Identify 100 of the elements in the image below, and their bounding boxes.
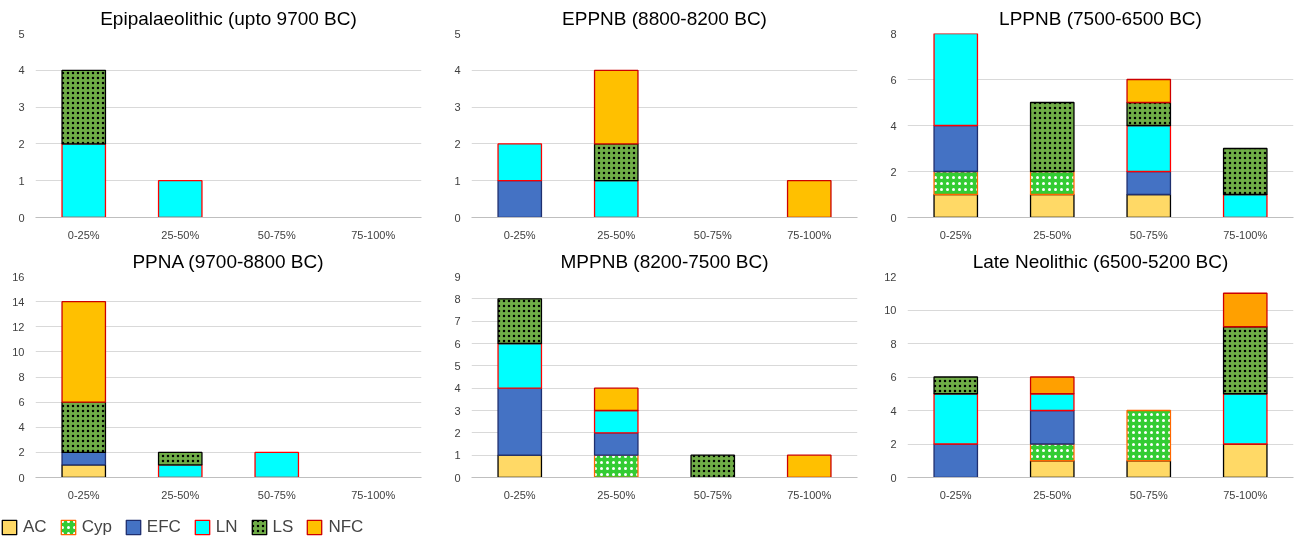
bar [593,387,639,412]
x-tick-label: 0-25% [67,488,100,501]
x-tick-label: 75-100% [787,228,832,241]
legend-label: LS [272,517,294,537]
chart-title: PPNA (9700-8800 BC) [132,250,324,272]
x-tick-label: 50-75% [693,488,732,501]
legend-label: LN [215,517,238,537]
y-tick-label: 1 [454,449,461,462]
bar [933,393,979,445]
bar [593,409,639,434]
x-tick-label: 25-50% [597,488,636,501]
x-tick-label: 0-25% [939,488,972,501]
x-tick-label: 25-50% [597,228,636,241]
legend-label: Cyp [81,517,112,537]
y-tick-label: 0 [454,211,461,224]
x-tick-label: 50-75% [693,228,732,241]
y-tick-label: 5 [454,359,461,372]
bar [593,69,639,145]
y-tick-label: 0 [454,471,461,484]
x-tick-label: 25-50% [161,488,200,501]
bar [1126,170,1172,196]
y-tick-label: 8 [454,292,461,305]
bar [1222,292,1268,328]
bar [254,451,300,478]
y-tick-label: 2 [454,137,461,150]
bar [1029,193,1075,218]
x-tick-label: 25-50% [161,228,200,241]
bar [497,180,543,218]
x-tick-label: 75-100% [1223,228,1268,241]
bar [1126,78,1172,104]
y-tick-label: 12 [884,270,897,283]
y-tick-label: 16 [12,270,25,283]
chart-title: EPPNB (8800-8200 BC) [562,7,767,29]
y-tick-label: 2 [18,446,25,459]
chart-title: MPPNB (8200-7500 BC) [560,250,769,272]
bar [933,193,979,218]
bar [497,342,543,389]
x-tick-label: 0-25% [503,488,536,501]
x-tick-label: 0-25% [939,228,972,241]
y-tick-label: 0 [890,211,897,224]
bar [1222,393,1268,445]
y-tick-label: 3 [454,404,461,417]
x-tick-label: 75-100% [787,488,832,501]
bar [61,143,107,218]
bar [933,124,979,173]
bar [786,180,832,218]
bar [786,454,832,478]
y-tick-label: 8 [890,337,897,350]
legend-label: EFC [146,517,181,537]
bar [61,451,107,466]
x-tick-label: 50-75% [257,228,296,241]
bar [1029,409,1075,445]
x-tick-label: 25-50% [1033,488,1072,501]
y-tick-label: 4 [890,404,897,417]
bar [933,443,979,478]
x-tick-label: 50-75% [257,488,296,501]
y-tick-label: 2 [890,165,897,178]
bar [157,180,203,218]
bar [1126,193,1172,218]
bar [933,33,979,127]
bar [497,143,543,182]
chart-title: Epipalaeolithic (upto 9700 BC) [100,7,357,29]
y-tick-label: 6 [18,396,25,409]
bar [1222,193,1268,218]
y-tick-label: 14 [12,295,25,308]
x-tick-label: 50-75% [1129,228,1168,241]
y-tick-label: 2 [18,137,25,150]
x-tick-label: 0-25% [503,228,536,241]
x-tick-label: 75-100% [351,488,396,501]
legend-label: NFC [328,517,364,537]
y-tick-label: 1 [454,174,461,187]
y-tick-label: 6 [454,337,461,350]
y-tick-label: 6 [890,73,897,86]
y-tick-label: 3 [454,101,461,114]
x-tick-label: 0-25% [67,228,100,241]
bar [497,454,543,478]
y-tick-label: 4 [890,119,897,132]
y-tick-label: 8 [18,371,25,383]
y-tick-label: 0 [890,471,897,484]
legend-label: AC [23,517,47,537]
bar [1126,124,1172,173]
chart-title: LPPNB (7500-6500 BC) [999,7,1202,29]
y-tick-label: 2 [454,426,461,439]
y-tick-label: 2 [890,438,897,450]
y-tick-label: 5 [454,27,461,40]
y-tick-label: 1 [18,174,25,187]
bar [593,180,639,218]
bar [1029,460,1075,478]
y-tick-label: 10 [884,304,897,316]
chart-title: Late Neolithic (6500-5200 BC) [972,250,1229,272]
y-tick-label: 7 [454,315,461,328]
y-tick-label: 10 [12,345,25,358]
bar [1029,376,1075,395]
bar [1029,393,1075,412]
y-tick-label: 6 [890,371,897,383]
bar [593,432,639,456]
y-tick-label: 0 [18,471,25,484]
bar [1222,443,1268,478]
y-tick-label: 4 [18,421,25,434]
y-tick-label: 12 [12,320,25,333]
